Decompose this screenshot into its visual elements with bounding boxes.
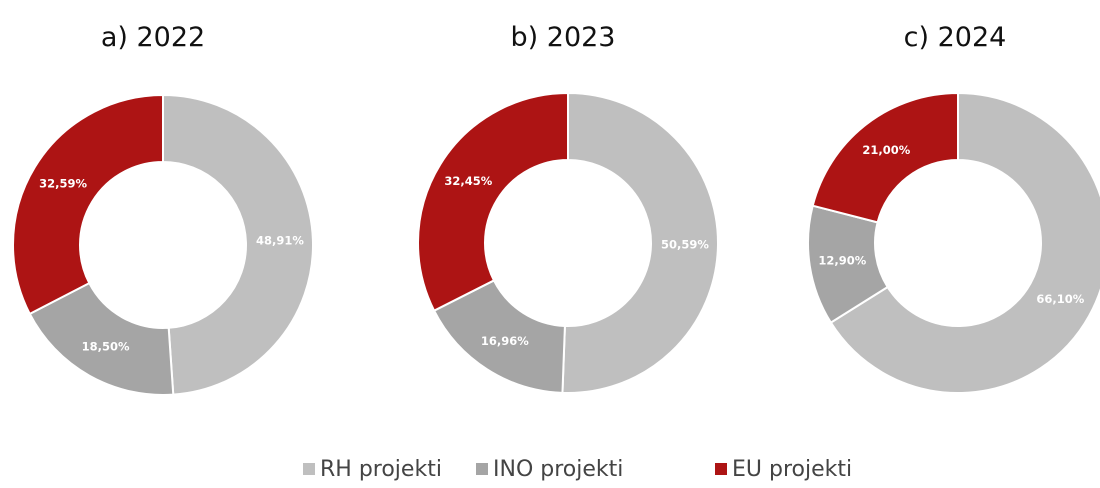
chart-title: b) 2023 [511, 22, 616, 53]
chart-title: a) 2022 [101, 22, 205, 53]
data-label: 12,90% [818, 253, 866, 267]
data-label: 50,59% [661, 238, 709, 252]
chart-title: c) 2024 [904, 22, 1007, 53]
donut-segment [12, 93, 164, 316]
donut-segment [561, 91, 719, 394]
legend-label: EU projekti [732, 457, 852, 482]
data-label: 32,59% [39, 177, 87, 191]
data-label: 21,00% [862, 143, 910, 157]
data-label: 48,91% [256, 233, 304, 247]
data-label: 32,45% [444, 174, 492, 188]
legend-label: RH projekti [320, 457, 442, 482]
legend-label: INO projekti [493, 457, 623, 482]
donut-segment [162, 93, 314, 396]
data-label: 16,96% [481, 334, 529, 348]
data-label: 18,50% [82, 339, 130, 353]
legend-swatch [715, 463, 727, 475]
data-label: 66,10% [1036, 292, 1084, 306]
donut-segment [417, 91, 569, 313]
legend-swatch [303, 463, 315, 475]
legend-swatch [476, 463, 488, 475]
donut-segment [28, 281, 175, 396]
donut-segment [829, 91, 1100, 394]
donut-segment [811, 91, 959, 224]
